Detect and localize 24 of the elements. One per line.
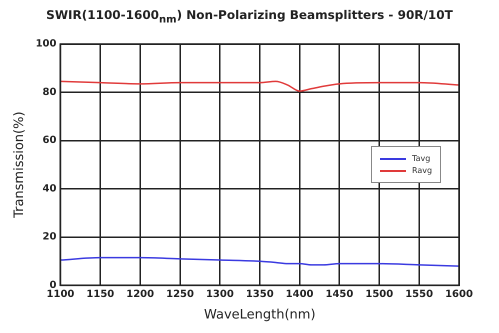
legend-label: Tavg xyxy=(412,154,430,164)
y-tick-label: 80 xyxy=(42,86,57,98)
y-tick-label: 0 xyxy=(50,280,57,291)
y-tick-label: 100 xyxy=(36,38,57,50)
x-tick-label: 1200 xyxy=(126,288,154,300)
y-tick-label: 40 xyxy=(42,183,57,194)
x-tick-label: 1150 xyxy=(86,288,114,300)
line-series xyxy=(60,256,459,267)
line-series xyxy=(60,80,459,92)
chart-title: SWIR(1100-1600$_{nm}$) Non-Polarizing Beamsplitters - 90R/10T xyxy=(45,8,454,26)
y-axis-title: Transmission(%) xyxy=(12,111,28,219)
x-tick-label: 1550 xyxy=(405,288,434,300)
x-tick-label: 1500 xyxy=(365,288,394,300)
x-tick-label: 1600 xyxy=(445,288,473,300)
x-tick-label: 1350 xyxy=(246,288,274,300)
x-axis-title: WaveLength(nm) xyxy=(204,308,316,323)
x-tick-label: 1100 xyxy=(46,288,74,300)
legend-label: Ravg xyxy=(412,166,432,176)
x-tick-label: 1250 xyxy=(166,288,194,300)
y-tick-label: 20 xyxy=(42,232,57,243)
x-tick-label: 1400 xyxy=(286,288,314,300)
x-tick-label: 1300 xyxy=(206,288,234,300)
y-tick-label: 60 xyxy=(42,135,57,146)
x-tick-label: 1450 xyxy=(326,288,354,300)
